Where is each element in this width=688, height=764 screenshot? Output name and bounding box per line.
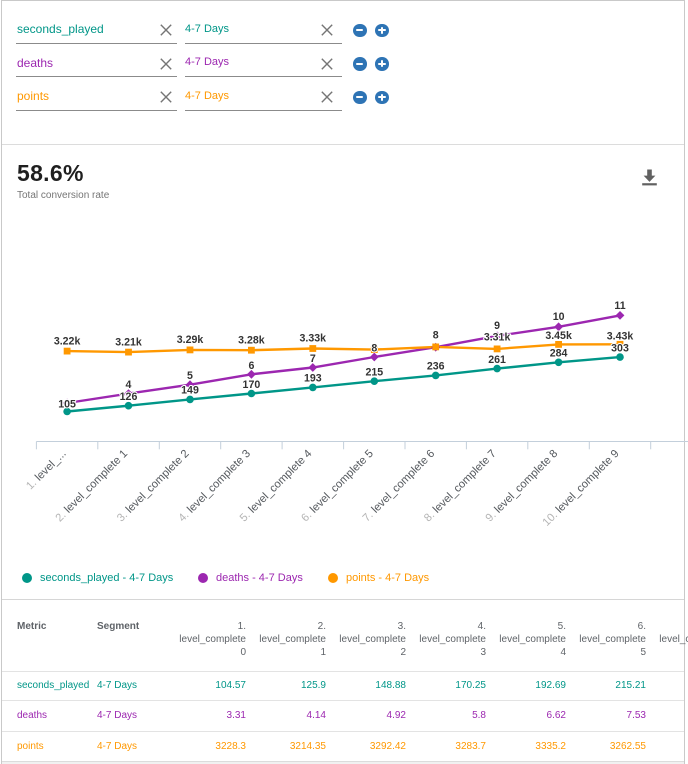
svg-text:8: 8 [371, 343, 377, 355]
svg-text:3.45k: 3.45k [545, 330, 572, 342]
svg-text:4: 4 [126, 379, 132, 391]
svg-text:3.43k: 3.43k [607, 331, 634, 343]
svg-text:11: 11 [614, 300, 625, 312]
svg-text:236: 236 [427, 361, 445, 373]
svg-text:3.33k: 3.33k [300, 333, 327, 345]
svg-text:303: 303 [611, 342, 629, 354]
svg-text:3.28k: 3.28k [238, 334, 265, 346]
svg-text:3.31k: 3.31k [484, 331, 511, 343]
svg-text:8: 8 [433, 329, 439, 341]
svg-text:7: 7 [310, 353, 316, 365]
svg-text:105: 105 [58, 399, 76, 411]
svg-text:261: 261 [488, 354, 506, 366]
svg-text:215: 215 [365, 367, 383, 379]
svg-text:170: 170 [243, 379, 261, 391]
svg-text:3.29k: 3.29k [177, 334, 204, 346]
svg-text:9: 9 [494, 320, 500, 332]
svg-text:284: 284 [550, 348, 568, 360]
svg-text:3.21k: 3.21k [115, 336, 142, 348]
svg-text:5: 5 [187, 370, 193, 382]
svg-text:149: 149 [181, 385, 199, 397]
svg-text:1. level_...: 1. level_... [24, 448, 69, 493]
svg-text:193: 193 [304, 373, 322, 385]
svg-text:10: 10 [553, 311, 565, 323]
svg-text:3.22k: 3.22k [54, 335, 81, 347]
svg-text:126: 126 [120, 391, 138, 403]
svg-text:6: 6 [248, 360, 254, 372]
